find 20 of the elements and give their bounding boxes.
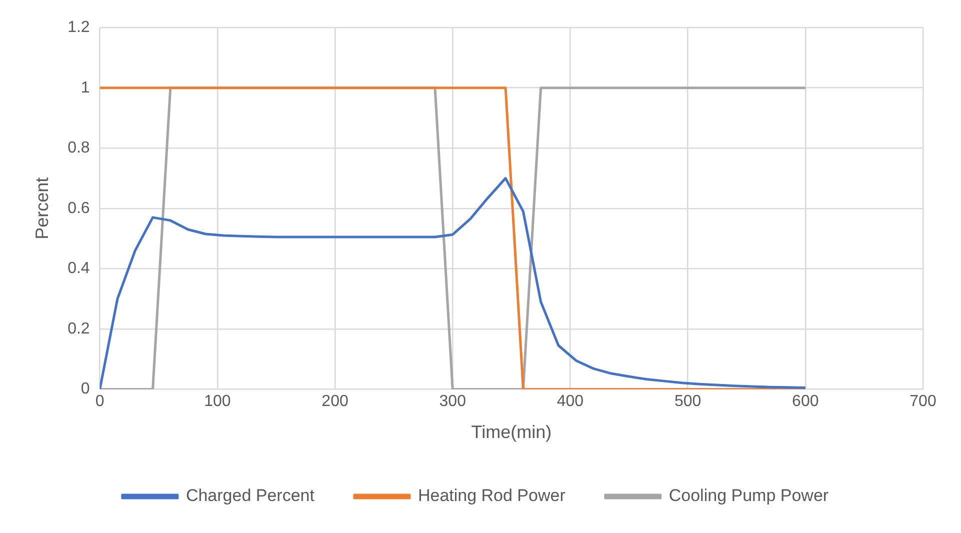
y-tick-label: 0 (80, 380, 90, 398)
x-tick-label: 200 (322, 393, 348, 410)
y-tick-label: 1 (80, 79, 90, 96)
y-tick-label: 0.4 (68, 260, 90, 278)
legend-label: Heating Rod Power (418, 486, 566, 506)
x-tick-label: 400 (556, 393, 584, 410)
x-tick-label: 300 (439, 393, 466, 410)
legend-label: Cooling Pump Power (668, 486, 829, 506)
x-tick-label: 500 (674, 393, 702, 410)
y-axis-title: Percent (32, 177, 52, 240)
y-tick-label: 0.6 (68, 200, 90, 217)
y-tick-label: 1.2 (68, 19, 90, 36)
x-axis-title: Time(min) (471, 422, 552, 442)
x-tick-label: 700 (910, 393, 936, 410)
y-tick-label: 0.2 (68, 320, 90, 338)
legend-label: Charged Percent (186, 486, 315, 506)
x-tick-label: 0 (95, 393, 104, 410)
x-tick-label: 600 (792, 393, 819, 410)
y-tick-label: 0.8 (68, 140, 90, 157)
x-tick-label: 100 (204, 393, 231, 410)
